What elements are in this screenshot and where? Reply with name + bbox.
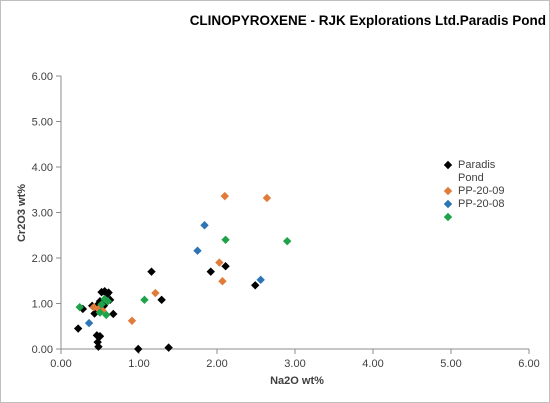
legend-label: PP-20-09 [458, 185, 504, 197]
data-point [221, 235, 230, 244]
data-point [84, 318, 94, 328]
data-point [73, 324, 83, 333]
data-point [140, 295, 149, 305]
data-point [218, 277, 227, 286]
data-point [164, 343, 173, 352]
axes: 0.00 1.00 2.00 3.00 4.00 5.00 6.00 0.00 1.00 2.00… [32, 71, 540, 370]
data-point [157, 295, 166, 305]
data-point [200, 221, 209, 230]
y-tick-label: 0.00 [32, 344, 53, 356]
data-point [193, 246, 202, 255]
data-point [147, 267, 156, 276]
data-point [102, 310, 111, 320]
y-tick-label: 1.00 [32, 299, 53, 311]
data-point [151, 288, 160, 298]
legend-marker [443, 186, 453, 196]
y-tick-label: 2.00 [32, 253, 53, 265]
data-point [220, 191, 229, 201]
data-point [256, 275, 265, 285]
y-axis-label: Cr2O3 wt% [16, 184, 28, 242]
legend-marker [443, 160, 453, 170]
x-tick-label: 3.00 [284, 358, 305, 370]
data-point [215, 258, 224, 267]
chart-title: CLINOPYROXENE - RJK Explorations Ltd.Par… [190, 13, 546, 28]
data-point [104, 288, 113, 297]
data-point [134, 344, 143, 354]
x-tick-label: 2.00 [206, 358, 227, 370]
legend-marker [443, 199, 453, 209]
x-tick-label: 5.00 [440, 358, 461, 370]
data-point [90, 309, 99, 318]
data-point [127, 316, 137, 325]
legend-marker [443, 212, 453, 222]
y-tick-label: 3.00 [32, 208, 53, 220]
series-3 [75, 235, 292, 320]
data-point [262, 193, 272, 203]
data-point [75, 302, 84, 312]
data-point [109, 309, 118, 319]
y-tick-label: 5.00 [32, 117, 53, 129]
data-point [221, 261, 230, 271]
x-axis-label: Na2O wt% [270, 375, 324, 387]
data-point [94, 342, 103, 351]
x-tick-label: 1.00 [128, 358, 149, 370]
x-tick-label: 4.00 [362, 358, 383, 370]
series-2 [84, 221, 265, 328]
legend-label: PP-20-08 [458, 198, 504, 210]
y-tick-label: 4.00 [32, 162, 53, 174]
legend-label: Paradis [458, 159, 496, 171]
legend-label: Pond [458, 172, 484, 184]
data-point [283, 236, 292, 246]
data-point [206, 267, 215, 276]
data-point [251, 281, 260, 290]
data-point [103, 297, 112, 306]
x-tick-label: 0.00 [50, 358, 71, 370]
data-point [95, 332, 105, 341]
series-1 [89, 191, 272, 325]
data-points [73, 191, 292, 354]
data-point [97, 300, 106, 309]
x-tick-label: 6.00 [518, 358, 539, 370]
data-point [95, 308, 105, 317]
y-tick-label: 6.00 [32, 71, 53, 83]
